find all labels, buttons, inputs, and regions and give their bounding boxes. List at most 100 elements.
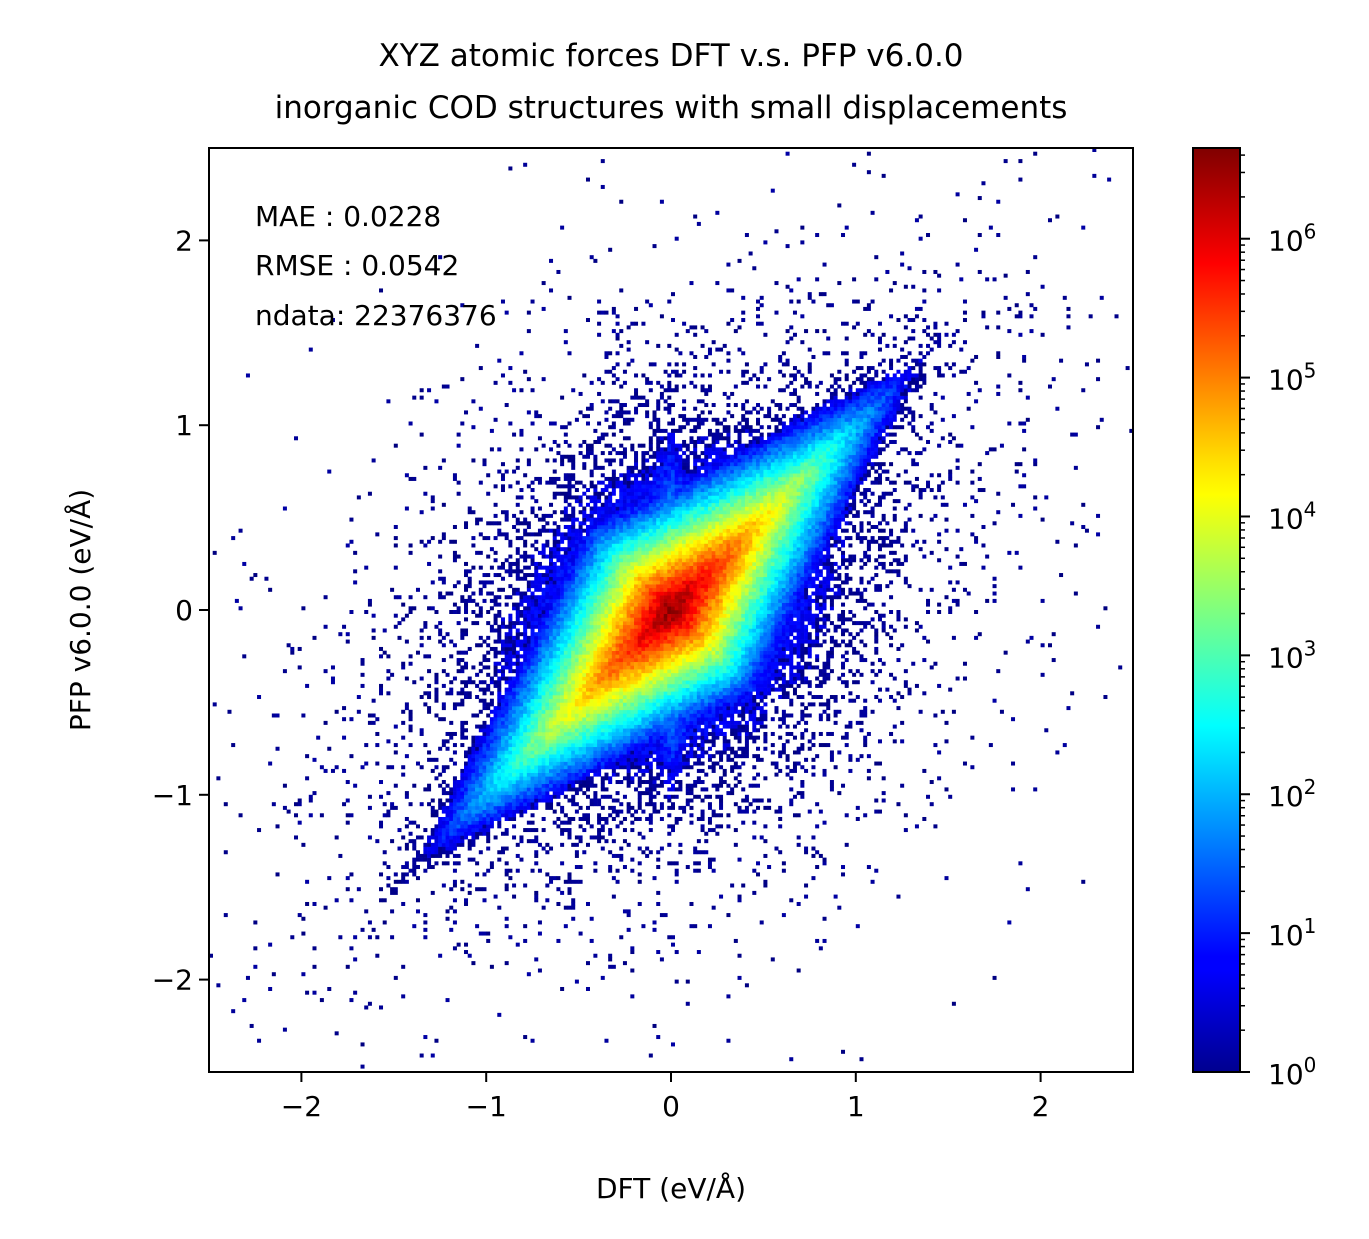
heatmap-cell <box>589 510 594 515</box>
heatmap-cell <box>449 639 454 644</box>
heatmap-cell <box>515 658 520 663</box>
heatmap-cell <box>652 746 657 751</box>
heatmap-cell <box>423 654 428 659</box>
heatmap-cell <box>600 816 605 821</box>
heatmap-cell <box>430 536 435 541</box>
heatmap-cell <box>637 746 642 751</box>
heatmap-cell <box>534 757 539 762</box>
heatmap-cell <box>456 816 461 821</box>
heatmap-cell <box>611 853 616 858</box>
heatmap-cell <box>622 739 627 744</box>
heatmap-cell <box>419 510 424 515</box>
heatmap-cell <box>567 488 572 493</box>
heatmap-cell <box>552 539 557 544</box>
heatmap-cell <box>360 765 365 770</box>
heatmap-cell <box>604 561 609 566</box>
heatmap-cell <box>497 669 502 674</box>
heatmap-cell <box>467 805 472 810</box>
heatmap-cell <box>608 650 613 655</box>
heatmap-cell <box>604 735 609 740</box>
heatmap-cell <box>478 776 483 781</box>
heatmap-cell <box>645 635 650 640</box>
heatmap-cell <box>508 743 513 748</box>
heatmap-cell <box>563 532 568 537</box>
heatmap-cell <box>475 887 480 892</box>
heatmap-cell <box>408 868 413 873</box>
heatmap-cell <box>475 517 480 522</box>
heatmap-cell <box>471 510 476 515</box>
heatmap-cell <box>593 724 598 729</box>
heatmap-cell <box>567 905 572 910</box>
heatmap-cell <box>523 624 528 629</box>
heatmap-cell <box>393 524 398 529</box>
heatmap-cell <box>560 728 565 733</box>
heatmap-cell <box>567 554 572 559</box>
heatmap-cell <box>645 469 650 474</box>
heatmap-cell <box>445 842 450 847</box>
heatmap-cell <box>574 561 579 566</box>
heatmap-cell <box>578 643 583 648</box>
heatmap-cell <box>589 757 594 762</box>
heatmap-cell <box>589 720 594 725</box>
heatmap-cell <box>645 791 650 796</box>
heatmap-cell <box>648 580 653 585</box>
heatmap-cell <box>563 473 568 478</box>
heatmap-cell <box>427 683 432 688</box>
heatmap-cell <box>630 680 635 685</box>
heatmap-cell <box>600 672 605 677</box>
heatmap-cell <box>512 835 517 840</box>
heatmap-cell <box>611 654 616 659</box>
heatmap-cell <box>560 783 565 788</box>
heatmap-cell <box>585 728 590 733</box>
heatmap-cell <box>604 369 609 374</box>
heatmap-cell <box>567 502 572 507</box>
heatmap-cell <box>456 787 461 792</box>
heatmap-cell <box>545 731 550 736</box>
heatmap-cell <box>571 536 576 541</box>
heatmap-cell <box>404 861 409 866</box>
heatmap-cell <box>622 539 627 544</box>
heatmap-cell <box>460 783 465 788</box>
heatmap-cell <box>645 491 650 496</box>
heatmap-cell <box>611 547 616 552</box>
heatmap-cell <box>452 842 457 847</box>
heatmap-cell <box>593 861 598 866</box>
heatmap-cell <box>434 824 439 829</box>
heatmap-cell <box>523 739 528 744</box>
heatmap-cell <box>652 587 657 592</box>
heatmap-cell <box>508 713 513 718</box>
heatmap-cell <box>545 757 550 762</box>
heatmap-cell <box>574 587 579 592</box>
heatmap-cell <box>549 598 554 603</box>
heatmap-cell <box>379 691 384 696</box>
heatmap-cell <box>556 476 561 481</box>
heatmap-cell <box>637 661 642 666</box>
heatmap-cell <box>574 635 579 640</box>
heatmap-cell <box>549 502 554 507</box>
heatmap-cell <box>545 735 550 740</box>
heatmap-cell <box>608 621 613 626</box>
heatmap-cell <box>571 754 576 759</box>
heatmap-cell <box>585 724 590 729</box>
heatmap-cell <box>508 695 513 700</box>
heatmap-cell <box>419 643 424 648</box>
heatmap-cell <box>619 480 624 485</box>
heatmap-cell <box>648 613 653 618</box>
heatmap-cell <box>626 842 631 847</box>
heatmap-cell <box>619 761 624 766</box>
heatmap-cell <box>493 743 498 748</box>
heatmap-cell <box>593 798 598 803</box>
heatmap-cell <box>604 499 609 504</box>
heatmap-cell <box>648 691 653 696</box>
heatmap-cell <box>493 717 498 722</box>
heatmap-cell <box>475 924 480 929</box>
heatmap-cell <box>512 676 517 681</box>
heatmap-cell <box>512 750 517 755</box>
heatmap-cell <box>412 857 417 862</box>
heatmap-cell <box>585 613 590 618</box>
heatmap-cell <box>567 691 572 696</box>
heatmap-cell <box>634 536 639 541</box>
heatmap-cell <box>593 536 598 541</box>
heatmap-cell <box>652 502 657 507</box>
heatmap-cell <box>600 576 605 581</box>
